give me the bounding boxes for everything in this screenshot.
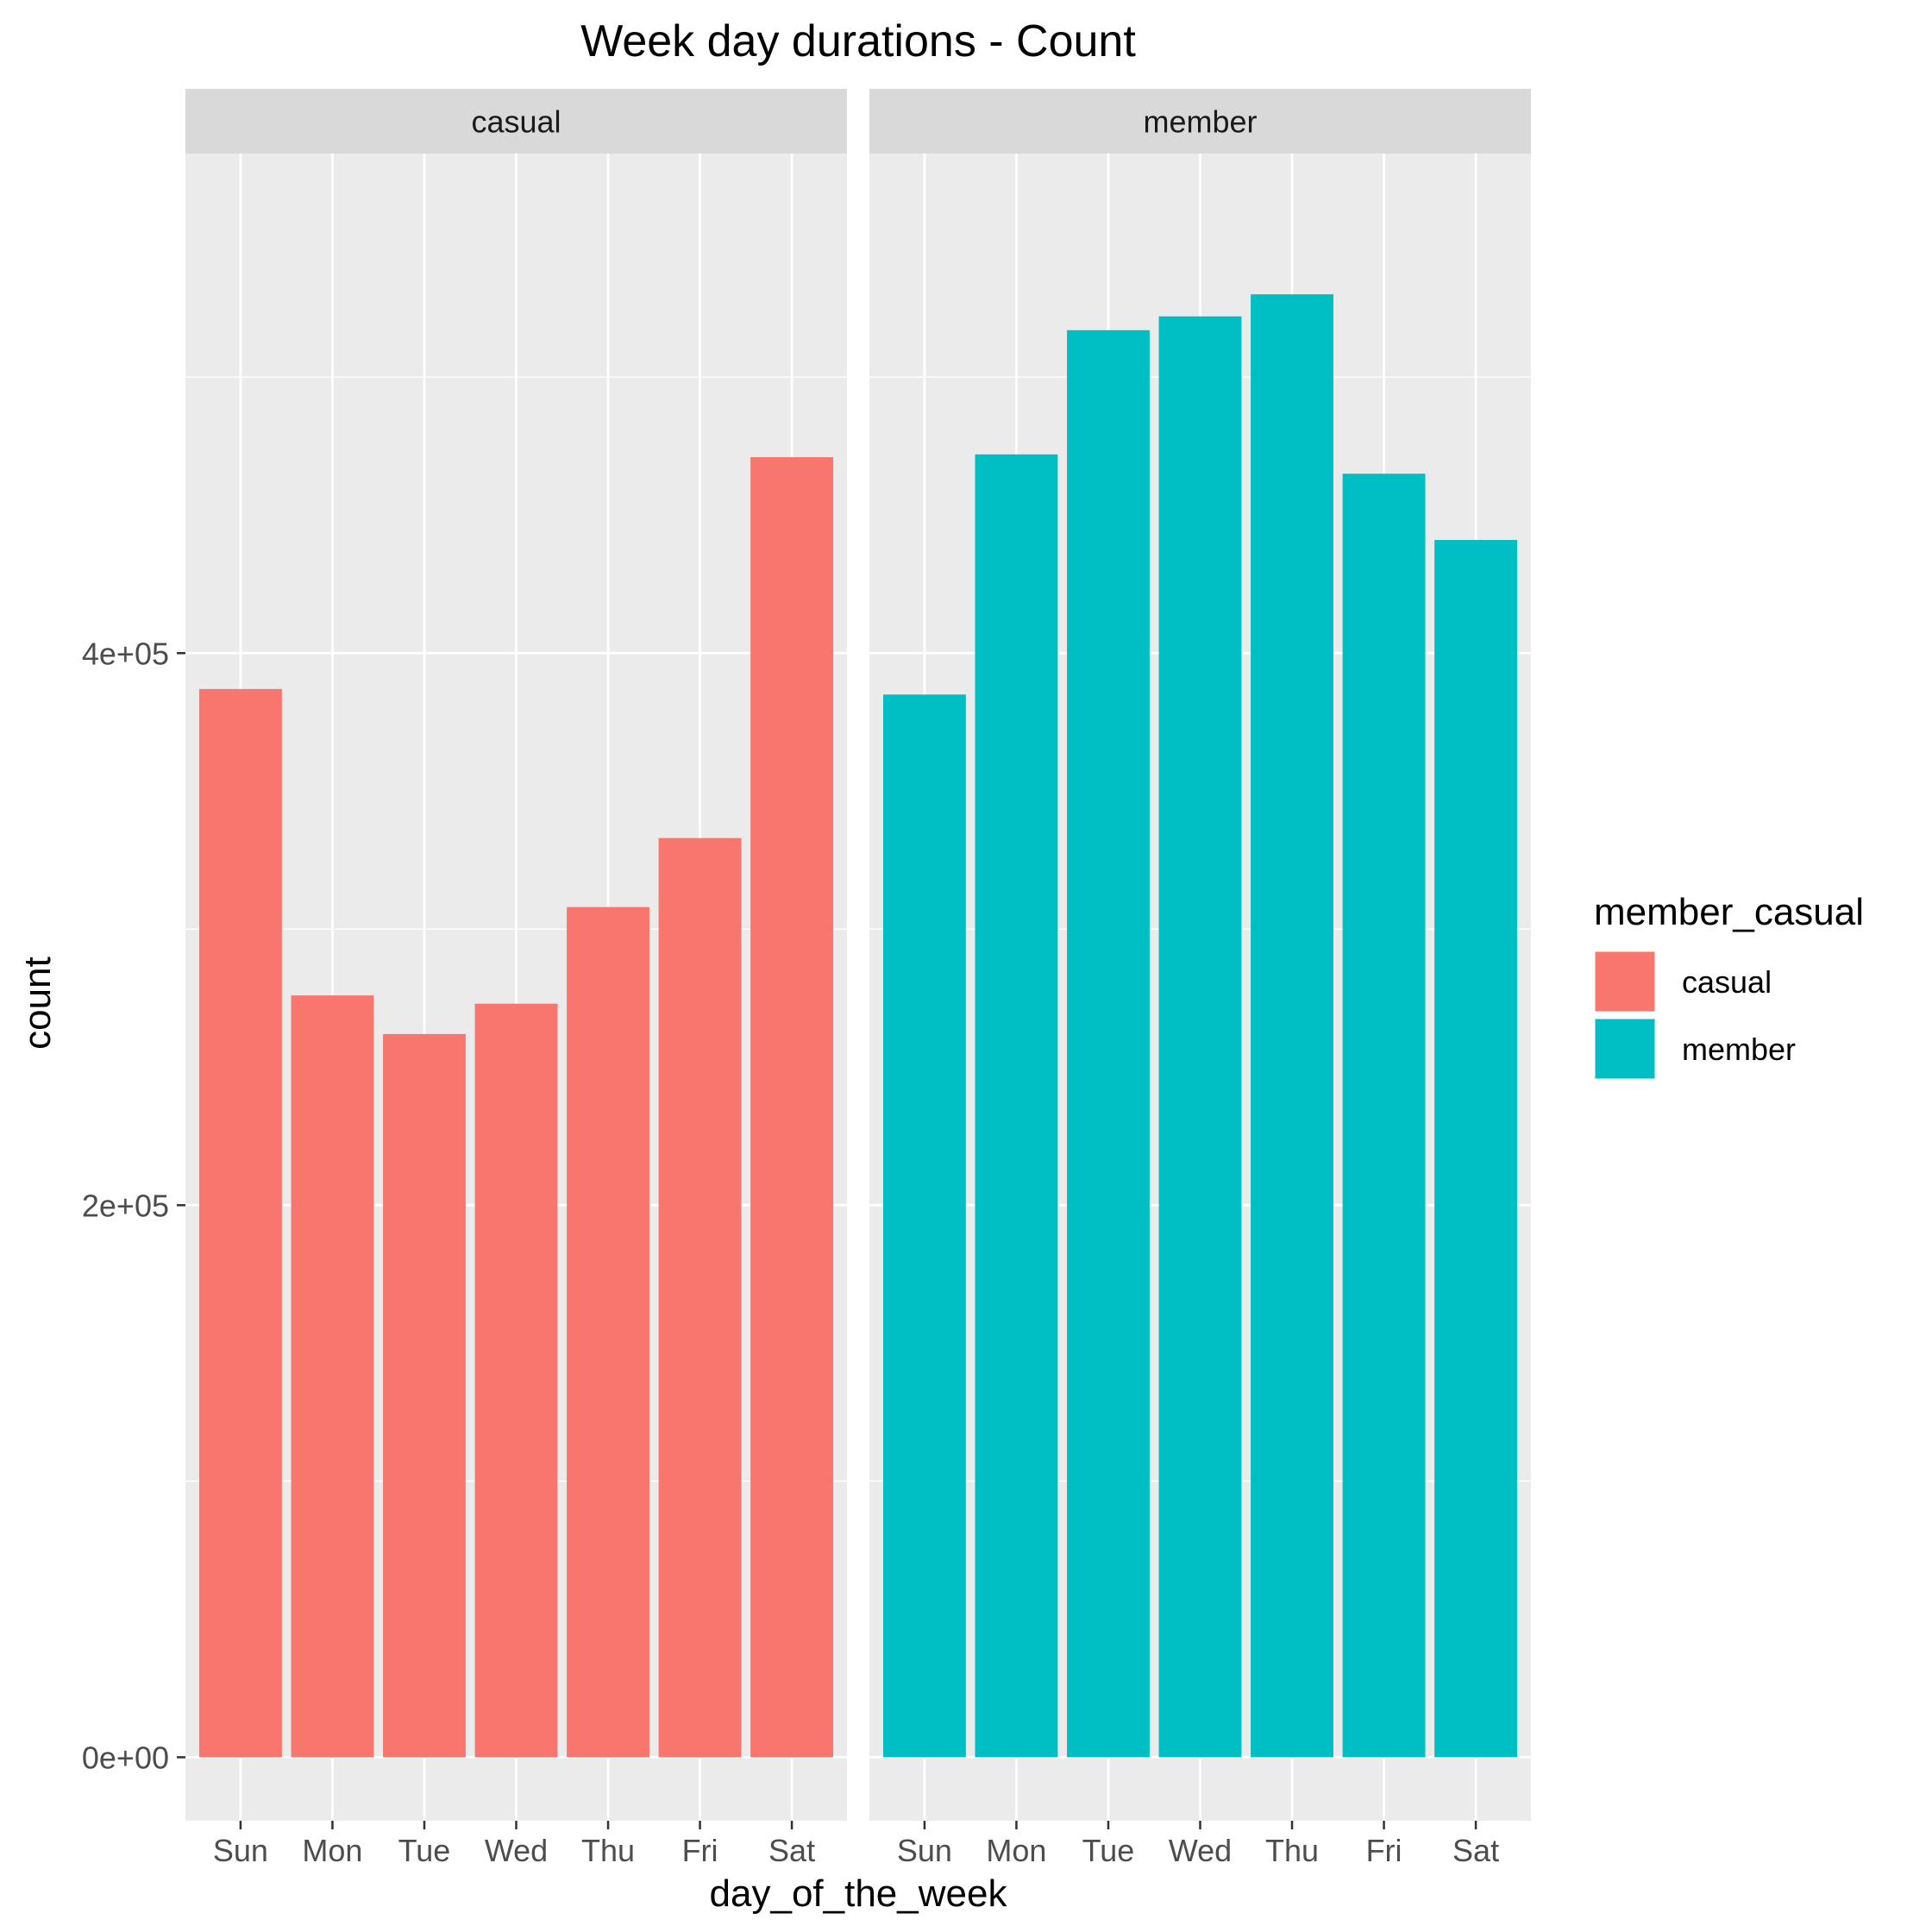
facet-strip [185,89,847,154]
x-tick-label: Wed [485,1833,548,1868]
legend-key-member [1592,1016,1658,1082]
legend-label-member: member [1682,1032,1796,1067]
facet-panels: casual Sun Mon Tue Wed Thu Fri Sat member Sun Mon T… [185,89,1531,1868]
x-tick-label: Mon [986,1833,1046,1868]
facet-strip-label: casual [471,104,561,140]
x-tick-label: Thu [1265,1833,1319,1868]
x-tick-label: Sun [213,1833,268,1868]
bar-casual-mon [291,995,374,1758]
facet-strip [869,89,1531,154]
bar-casual-sat [750,457,834,1758]
x-tick-label: Mon [302,1833,362,1868]
chart-title: Week day durations - Count [580,16,1136,66]
x-tick-label: Tue [1082,1833,1135,1868]
bar-casual-wed [474,1003,558,1758]
legend-title: member_casual [1594,891,1864,933]
y-tick-label: 4e+05 [82,636,169,671]
x-axis-title: day_of_the_week [710,1872,1008,1915]
legend: member_casual casual member [1592,891,1864,1082]
bar-member-fri [1342,474,1426,1758]
x-tick-label: Tue [398,1833,451,1868]
bar-casual-fri [658,837,742,1758]
legend-entry-casual: casual [1592,949,1772,1014]
bar-member-sun [882,694,966,1758]
x-tick-label: Sat [768,1833,815,1868]
legend-entry-member: member [1592,1016,1796,1082]
bar-member-tue [1067,329,1150,1758]
legend-label-casual: casual [1682,964,1772,1000]
bar-casual-sun [198,688,282,1758]
x-tick-label: Fri [1366,1833,1402,1868]
bar-casual-tue [383,1033,466,1758]
y-tick-label: 2e+05 [82,1188,169,1223]
bar-member-sat [1434,540,1518,1758]
bar-member-thu [1251,294,1333,1758]
x-tick-label: Fri [682,1833,718,1868]
facet-strip-label: member [1143,104,1257,140]
panel-member: member Sun Mon Tue Wed Thu Fri Sat [869,89,1531,1868]
y-axis-title: count [16,957,59,1050]
panel-casual: casual Sun Mon Tue Wed Thu Fri Sat [185,89,847,1868]
x-tick-label: Sat [1452,1833,1499,1868]
bar-member-wed [1158,316,1242,1758]
bar-casual-thu [567,906,649,1758]
x-tick-label: Wed [1169,1833,1232,1868]
x-tick-label: Thu [581,1833,635,1868]
legend-key-casual [1592,949,1658,1014]
bar-member-mon [975,454,1058,1758]
x-tick-label: Sun [897,1833,952,1868]
y-tick-label: 0e+00 [82,1740,169,1775]
y-axis: 0e+00 2e+05 4e+05 [82,636,185,1775]
